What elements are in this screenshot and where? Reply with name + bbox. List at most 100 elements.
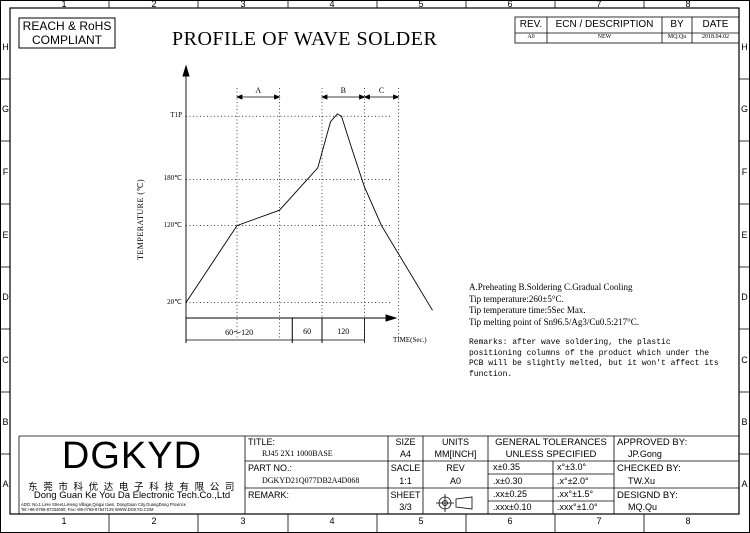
tolerance-angular: x°±3.0° — [557, 462, 587, 472]
compliance-line-1: REACH & RoHS — [22, 19, 112, 33]
y-tick-label: T1P — [170, 111, 182, 120]
temperature-profile-line — [185, 113, 433, 311]
remark-line: function. — [469, 369, 513, 379]
x-axis-arrow-icon — [385, 314, 398, 322]
grid-col-label: 3 — [240, 0, 246, 9]
company-logo: DGKYD — [61, 435, 203, 477]
time-segment-label: 60 — [303, 327, 312, 336]
rev-value: A0 — [449, 476, 461, 486]
grid-row-label: A — [741, 479, 748, 489]
company-contact: Tel:+86-0769-87334600; Fax:+86-0769-8764… — [21, 507, 154, 512]
wave-solder-chart — [182, 64, 433, 343]
note-line: Tip melting point of Sn96.5/Ag3/Cu0.5:21… — [469, 316, 640, 327]
tolerance-angular: .x°±2.0° — [557, 476, 589, 486]
tolerance-linear: .xxx±0.10 — [493, 502, 532, 512]
time-segment-label: 120 — [337, 327, 350, 336]
y-axis-label: TEMPERATURE (℃) — [136, 178, 145, 260]
time-segment-bracket — [321, 318, 365, 343]
tolerance-angular: .xx°±1.5° — [557, 489, 594, 499]
remark-line: Remarks: after wave soldering, the plast… — [469, 338, 671, 347]
grid-row-label: H — [741, 42, 748, 52]
x-axis-label: TIME(Sec.) — [393, 336, 427, 344]
tolerance-linear: x±0.35 — [493, 462, 520, 472]
by-cell: MQ.Qu — [667, 34, 687, 40]
compliance-line-2: COMPLIANT — [31, 33, 102, 47]
y-tick-label: 20℃ — [167, 297, 182, 306]
grid-row-label: C — [741, 355, 748, 365]
sheet-label: SHEET — [390, 490, 421, 500]
solder-notes: A.Preheating B.Soldering C.Gradual Cooli… — [469, 282, 639, 328]
checked-value: TW.Xu — [628, 476, 656, 486]
y-axis-arrow-icon — [182, 64, 190, 77]
size-value: A4 — [399, 449, 411, 459]
grid-col-label: 8 — [685, 0, 691, 9]
remark-line: positioning columns of the product which… — [469, 348, 710, 358]
grid-row-label: E — [741, 230, 748, 240]
ecn-header: ECN / DESCRIPTION — [555, 19, 654, 30]
remark-label: REMARK: — [248, 490, 290, 500]
grid-col-label: 1 — [61, 0, 67, 9]
page-title: PROFILE OF WAVE SOLDER — [172, 28, 438, 50]
part-no-label: PART NO.: — [248, 463, 293, 473]
y-tick-label: 180℃ — [163, 174, 182, 183]
tolerance-linear: .x±0.30 — [493, 476, 523, 486]
designed-value: MQ.Qu — [628, 502, 658, 512]
title-label: TITLE: — [248, 437, 276, 447]
date-cell: 2018.04.02 — [702, 34, 729, 40]
grid-col-label: 5 — [418, 0, 424, 9]
scale-label: SACLE — [390, 463, 421, 473]
tolerance-linear: .xx±0.25 — [493, 489, 527, 499]
grid-col-label: 6 — [507, 516, 513, 526]
tolerance-header-2: UNLESS SPECIFIED — [505, 449, 597, 460]
zone-bracket — [235, 94, 281, 100]
grid-col-label: 3 — [240, 516, 246, 526]
grid-col-label: 1 — [61, 516, 67, 526]
grid-row-label: D — [2, 292, 9, 302]
approved-label: APPROVED BY: — [617, 437, 688, 448]
grid-row-label: G — [740, 104, 748, 114]
part-no-value: DGKYD21Q077DB2A4D068 — [262, 476, 360, 485]
remarks: Remarks: after wave soldering, the plast… — [469, 338, 719, 380]
time-segment-label: 60～120 — [225, 328, 254, 337]
date-header: DATE — [702, 19, 729, 30]
grid-row-label: C — [2, 355, 9, 365]
grid-row-label: B — [2, 417, 9, 427]
grid-row-label: D — [741, 292, 748, 302]
by-header: BY — [670, 19, 684, 30]
grid-col-label: 4 — [329, 516, 335, 526]
grid-row-label: H — [2, 42, 9, 52]
rev-cell: A0 — [527, 34, 535, 40]
note-line: Tip temperature:260±5°C. — [469, 293, 564, 304]
grid-col-label: 2 — [151, 516, 157, 526]
grid-col-label: 5 — [418, 516, 424, 526]
grid-col-label: 8 — [685, 516, 691, 526]
checked-label: CHECKED BY: — [617, 463, 681, 474]
rev-header: REV. — [519, 19, 543, 30]
zone-label: C — [378, 86, 385, 95]
grid-row-label: B — [741, 417, 748, 427]
company-name-cn: 东 莞 市 科 优 达 电 子 科 技 有 限 公 司 — [28, 482, 236, 493]
scale-value: 1:1 — [399, 476, 412, 486]
grid-col-label: 2 — [151, 0, 157, 9]
tolerance-angular: .xxx°±1.0° — [557, 502, 598, 512]
units-label: UNITS — [442, 437, 469, 447]
grid-col-label: 7 — [596, 516, 602, 526]
zone-label: B — [340, 86, 346, 95]
company-name-en: Dong Guan Ke You Da Electronic Tech.Co.,… — [33, 490, 231, 501]
rev-label: REV — [446, 463, 465, 473]
remark-line: PCB will be slightly melted, but it won'… — [469, 359, 719, 368]
grid-col-label: 6 — [507, 0, 513, 9]
approved-value: JP.Gong — [628, 449, 662, 459]
size-label: SIZE — [395, 437, 416, 447]
y-tick-label: 120℃ — [163, 220, 182, 229]
grid-col-label: 7 — [596, 0, 602, 9]
zone-label: A — [255, 86, 262, 95]
note-line: A.Preheating B.Soldering C.Gradual Cooli… — [469, 282, 633, 292]
units-value: MM[INCH] — [434, 449, 477, 459]
grid-row-label: A — [2, 479, 9, 489]
grid-col-label: 4 — [329, 0, 335, 9]
ecn-cell: NEW — [597, 34, 612, 40]
zone-bracket — [363, 94, 400, 100]
note-line: Tip temperature time:5Sec Max. — [469, 305, 586, 315]
grid-row-label: F — [2, 167, 9, 177]
